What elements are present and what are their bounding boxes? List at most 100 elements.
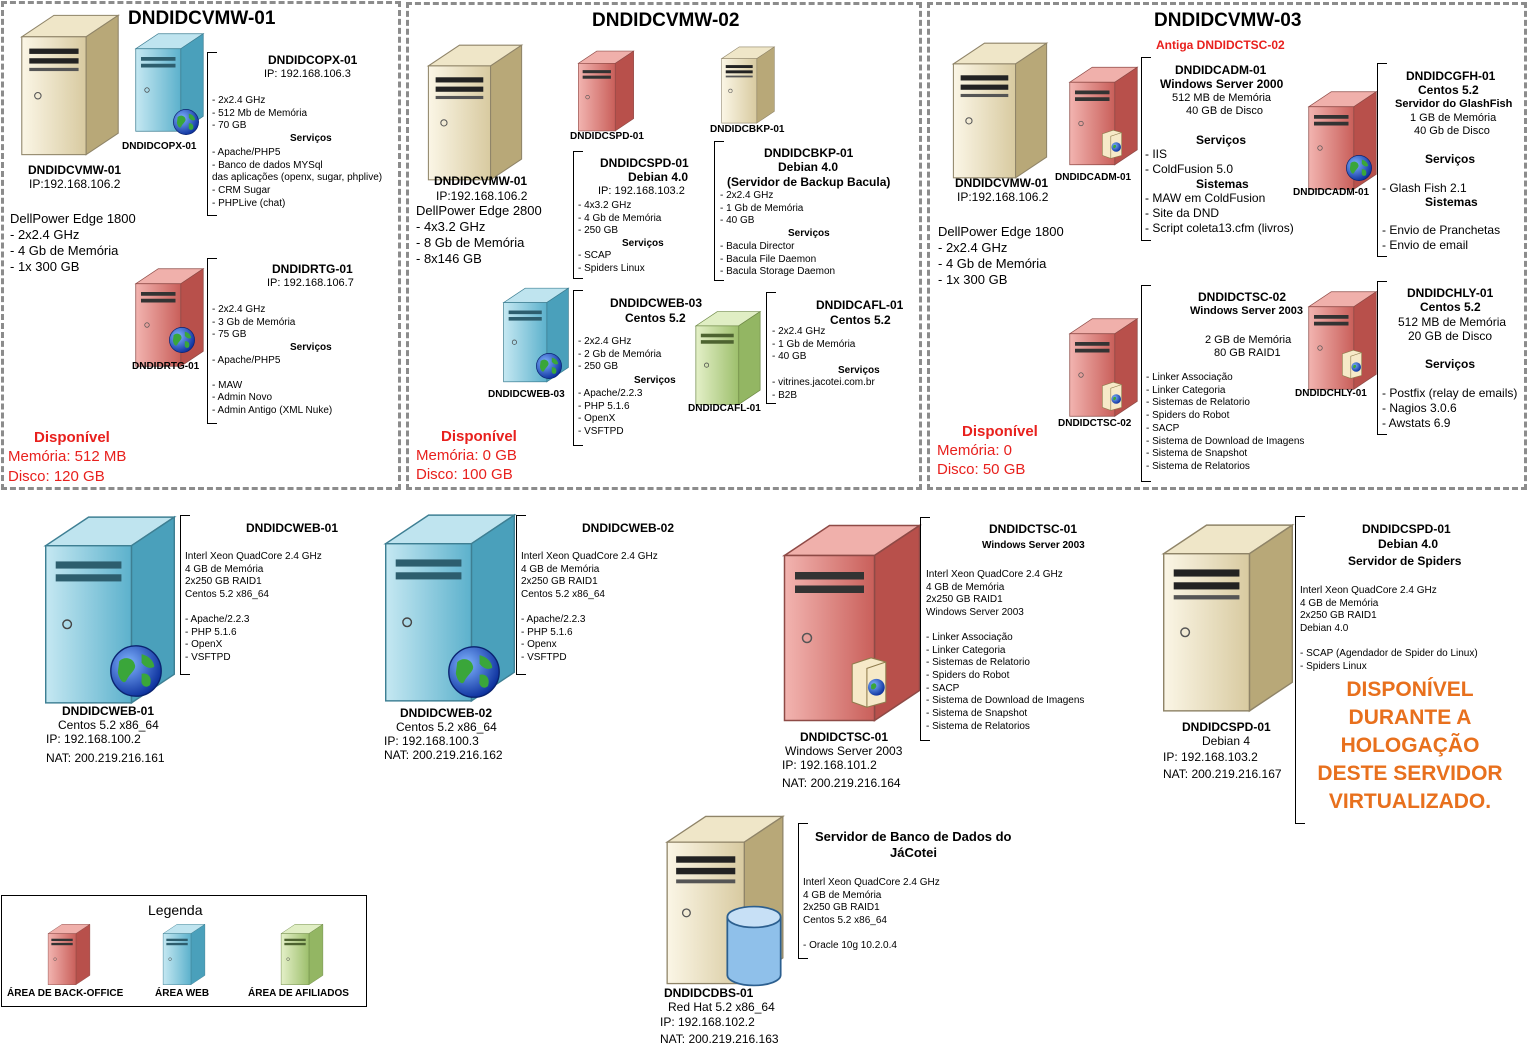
services-title: Serviços [1196, 133, 1247, 147]
globe-icon [1345, 154, 1373, 182]
vm-name: DNDIDCHLY-01 [1407, 286, 1494, 300]
services-list: - Glash Fish 2.1 [1382, 181, 1467, 195]
vm-specs: - 2x2.4 GHz - 1 Gb de Memória - 40 GB [720, 190, 804, 227]
vm-name: DNDIDCWEB-03 [610, 296, 703, 310]
services-list: - Postfix (relay de emails) - Nagios 3.0.… [1382, 386, 1518, 430]
bracket [1141, 285, 1151, 482]
server-ip: IP: 192.168.102.2 [660, 1015, 755, 1029]
vm-name: DNDIDCADM-01 [1175, 63, 1267, 77]
vm-os: Debian 4.0 [778, 160, 839, 174]
vm-label: DNDIDCADM-01 [1293, 187, 1370, 198]
server-ip: IP: 192.168.103.2 [1163, 750, 1258, 764]
server-os: Centos 5.2 x86_64 [58, 718, 159, 732]
services-title: Serviços [838, 365, 880, 376]
server-name: DNDIDCDBS-01 [664, 986, 754, 1000]
server-title: Servidor de Banco de Dados do [815, 829, 1012, 844]
vm-label: DNDIDCADM-01 [1055, 172, 1132, 183]
available-disk: Disco: 50 GB [937, 461, 1026, 478]
database-icon [725, 905, 783, 987]
legend-label: ÁREA DE BACK-OFFICE [7, 988, 124, 999]
vm-disk: 20 GB de Disco [1408, 329, 1493, 343]
bracket [516, 515, 526, 675]
services-list: - Apache/PHP5- Banco de dados MYSql das a… [212, 147, 383, 209]
host-group-vmw03 [927, 2, 1527, 490]
vm-os: Debian 4.0 [628, 170, 689, 184]
vm-name: DNDIDRTG-01 [272, 262, 353, 276]
server-os: Debian 4 [1202, 734, 1251, 748]
server-title: DNDIDCWEB-01 [246, 521, 339, 535]
host-name: DNDIDCVMW-01 [28, 163, 122, 177]
legend [1, 895, 367, 1007]
services-title: Serviços [634, 375, 676, 386]
server-name: DNDIDCWEB-01 [62, 704, 155, 718]
services-title: Serviços [290, 342, 332, 353]
server-ip: IP: 192.168.100.3 [384, 734, 479, 748]
group-title: DNDIDCVMW-03 [1154, 10, 1302, 31]
vm-name: DNDIDCSPD-01 [600, 156, 689, 170]
vm-label: DNDIDCSPD-01 [570, 131, 644, 142]
vm-memory: 512 MB de Memória [1172, 92, 1272, 104]
group-title: DNDIDCVMW-02 [592, 10, 740, 31]
vm-specs: - 2x2.4 GHz - 1 Gb de Memória - 40 GB [772, 326, 856, 363]
bracket [207, 52, 217, 216]
vm-role: (Servidor de Backup Bacula) [727, 175, 891, 189]
vm-disk: 40 Gb de Disco [1414, 125, 1490, 137]
server-nat: NAT: 200.219.216.164 [782, 776, 901, 790]
bracket [1377, 281, 1387, 435]
vm-specs: - 2x2.4 GHz - 2 Gb de Memória - 250 GB [578, 336, 662, 373]
host-ip: IP:192.168.106.2 [436, 189, 528, 203]
vm-name: DNDIDCBKP-01 [764, 146, 854, 160]
vm-os: Centos 5.2 [1418, 83, 1479, 97]
vm-os: Windows Server 2000 [1160, 77, 1284, 91]
host-specs: DellPower Edge 2800- 4x3.2 GHz - 8 Gb de … [416, 203, 542, 266]
server-icon [15, 10, 125, 160]
services-list: - SCAP - Spiders Linux [578, 250, 645, 274]
host-group-vmw01 [1, 1, 401, 490]
server-ip: IP: 192.168.101.2 [782, 758, 877, 772]
vm-name: DNDIDCTSC-02 [1198, 290, 1287, 304]
vm-name: DNDIDCOPX-01 [268, 53, 358, 67]
bracket [207, 258, 217, 424]
bracket [798, 823, 808, 959]
vm-disk: 40 GB de Disco [1186, 105, 1264, 117]
server-icon [717, 44, 779, 126]
bracket [180, 515, 190, 675]
server-icon [1153, 518, 1303, 718]
vm-label: DNDIDCTSC-02 [1058, 418, 1132, 429]
systems-list: - Linker Associação - Linker Categoria - S… [1146, 372, 1305, 472]
globe-icon [172, 108, 200, 136]
server-os-title: Debian 4.0 [1378, 537, 1439, 551]
server-specs: Interl Xeon QuadCore 2.4 GHz 4 GB de Memó… [803, 877, 940, 951]
legend-title: Legenda [148, 902, 203, 918]
server-title: DNDIDCTSC-01 [989, 522, 1078, 536]
legend-label: ÁREA WEB [155, 988, 210, 999]
group-subtitle: Antiga DNDIDCTSC-02 [1156, 38, 1285, 52]
bracket [766, 292, 776, 404]
server-specs: Interl Xeon QuadCore 2.4 GHz 4 GB de Memó… [521, 551, 658, 663]
services-list: - IIS - ColdFusion 5.0 [1145, 147, 1234, 176]
services-title: Serviços [788, 228, 830, 239]
server-icon [420, 40, 530, 185]
vm-ip: IP: 192.168.106.7 [267, 277, 354, 289]
host-ip: IP:192.168.106.2 [29, 177, 121, 191]
host-group-vmw02 [406, 2, 922, 490]
vm-label: DNDIDCBKP-01 [710, 124, 785, 135]
vm-memory: 512 MB de Memória [1398, 315, 1507, 329]
services-list: - Apache/PHP5- MAW - Admin Novo - Admin An… [212, 355, 333, 417]
available-disk: Disco: 100 GB [416, 466, 513, 483]
available-title: Disponível [441, 428, 517, 445]
globe-icon [446, 644, 502, 700]
legend-backoffice-icon [45, 922, 93, 987]
folder-icon [1340, 348, 1364, 380]
vm-label: DNDIDCAFL-01 [688, 403, 761, 414]
server-ip: IP: 192.168.100.2 [46, 732, 141, 746]
host-name: DNDIDCVMW-01 [434, 174, 528, 188]
bracket [1295, 516, 1305, 824]
available-memory: Memória: 0 [937, 442, 1013, 459]
services-title: Serviços [1425, 357, 1476, 371]
vm-label: DNDIDRTG-01 [132, 361, 200, 372]
legend-label: ÁREA DE AFILIADOS [248, 988, 349, 999]
server-os: Windows Server 2003 [785, 744, 903, 758]
vm-ip: IP: 192.168.103.2 [598, 185, 685, 197]
vm-specs: - 4x3.2 GHz - 4 Gb de Memória - 250 GB [578, 200, 662, 237]
